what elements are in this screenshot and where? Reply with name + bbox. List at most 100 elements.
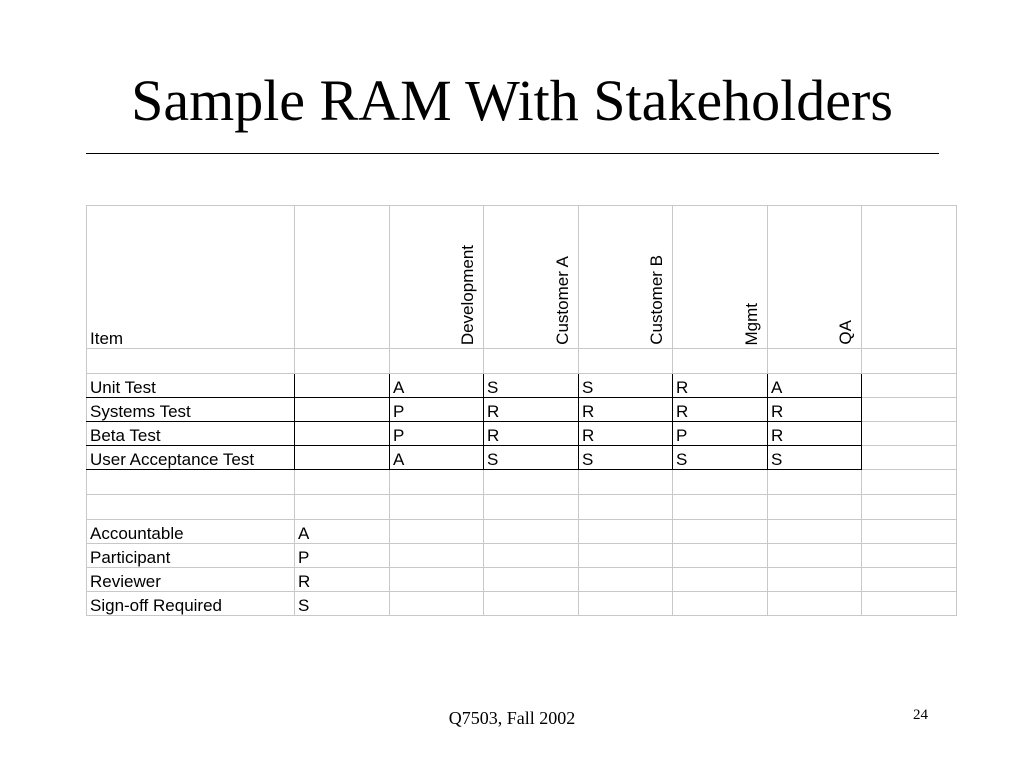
header-row: Item Development Customer A Customer B M… <box>86 205 957 349</box>
slide-title: Sample RAM With Stakeholders <box>131 68 893 133</box>
value-cell: P <box>389 421 484 446</box>
legend-label: Participant <box>86 543 295 568</box>
empty-cell <box>861 348 957 374</box>
value-cell: S <box>672 445 768 470</box>
value-cell: R <box>767 397 862 422</box>
empty-cell <box>389 519 484 544</box>
value-cell: A <box>389 373 484 398</box>
footer-course: Q7503, Fall 2002 <box>448 708 576 728</box>
empty-cell <box>86 348 295 374</box>
empty-cell <box>861 519 957 544</box>
empty-cell <box>389 348 484 374</box>
page-number: 24 <box>913 707 928 723</box>
item-cell: User Acceptance Test <box>86 445 295 470</box>
empty-cell <box>294 469 390 495</box>
empty-cell <box>672 519 768 544</box>
empty-cell <box>389 567 484 592</box>
empty-cell <box>294 494 390 520</box>
empty-cell <box>861 445 957 470</box>
empty-cell <box>294 421 390 446</box>
empty-cell <box>767 591 862 616</box>
empty-cell <box>294 445 390 470</box>
empty-cell <box>861 205 957 349</box>
empty-cell <box>389 591 484 616</box>
value-cell: P <box>672 421 768 446</box>
empty-cell <box>672 543 768 568</box>
value-cell: R <box>483 421 579 446</box>
ram-table: Item Development Customer A Customer B M… <box>86 205 957 616</box>
spacer-row <box>86 469 957 495</box>
stakeholder-label: Development <box>458 244 477 345</box>
empty-cell <box>767 567 862 592</box>
empty-cell <box>672 348 768 374</box>
table-row: User Acceptance Test A S S S S <box>86 445 957 470</box>
item-header: Item <box>86 205 295 349</box>
empty-cell <box>861 421 957 446</box>
title-divider <box>86 153 939 154</box>
stakeholder-header-customer-a: Customer A <box>483 205 579 349</box>
empty-cell <box>672 567 768 592</box>
empty-cell <box>672 591 768 616</box>
value-cell: S <box>483 373 579 398</box>
table-row: Systems Test P R R R R <box>86 397 957 422</box>
empty-cell <box>294 348 390 374</box>
empty-cell <box>86 494 295 520</box>
value-cell: R <box>578 421 673 446</box>
value-cell: S <box>578 445 673 470</box>
empty-cell <box>389 543 484 568</box>
spacer-row <box>86 494 957 520</box>
table-row: Unit Test A S S R A <box>86 373 957 398</box>
empty-cell <box>578 591 673 616</box>
empty-cell <box>294 397 390 422</box>
item-cell: Beta Test <box>86 421 295 446</box>
stakeholder-header-mgmt: Mgmt <box>672 205 768 349</box>
empty-cell <box>861 373 957 398</box>
blank-header-cell <box>294 205 390 349</box>
value-cell: S <box>767 445 862 470</box>
empty-cell <box>861 397 957 422</box>
value-cell: P <box>389 397 484 422</box>
empty-cell <box>483 591 579 616</box>
value-cell: A <box>389 445 484 470</box>
empty-cell <box>861 494 957 520</box>
value-cell: R <box>483 397 579 422</box>
empty-cell <box>389 494 484 520</box>
value-cell: R <box>578 397 673 422</box>
empty-cell <box>578 567 673 592</box>
empty-cell <box>861 591 957 616</box>
empty-cell <box>483 543 579 568</box>
value-cell: R <box>672 373 768 398</box>
legend-row: Participant P <box>86 543 957 568</box>
legend-code: A <box>294 519 390 544</box>
empty-cell <box>578 469 673 495</box>
empty-cell <box>578 519 673 544</box>
value-cell: R <box>767 421 862 446</box>
empty-cell <box>767 469 862 495</box>
legend-code: S <box>294 591 390 616</box>
item-cell: Systems Test <box>86 397 295 422</box>
legend-label: Accountable <box>86 519 295 544</box>
stakeholder-label: Mgmt <box>742 302 761 346</box>
stakeholder-label: Customer A <box>553 256 572 345</box>
stakeholder-header-qa: QA <box>767 205 862 349</box>
empty-cell <box>861 567 957 592</box>
legend-label: Sign-off Required <box>86 591 295 616</box>
item-cell: Unit Test <box>86 373 295 398</box>
legend-row: Sign-off Required S <box>86 591 957 616</box>
stakeholder-label: Customer B <box>647 255 666 345</box>
value-cell: S <box>483 445 579 470</box>
empty-cell <box>861 469 957 495</box>
empty-cell <box>767 543 862 568</box>
empty-cell <box>767 494 862 520</box>
empty-cell <box>861 543 957 568</box>
legend-code: R <box>294 567 390 592</box>
empty-cell <box>389 469 484 495</box>
stakeholder-header-development: Development <box>389 205 484 349</box>
spacer-row <box>86 348 957 374</box>
empty-cell <box>483 567 579 592</box>
empty-cell <box>483 494 579 520</box>
stakeholder-header-customer-b: Customer B <box>578 205 673 349</box>
empty-cell <box>578 348 673 374</box>
empty-cell <box>483 519 579 544</box>
value-cell: A <box>767 373 862 398</box>
